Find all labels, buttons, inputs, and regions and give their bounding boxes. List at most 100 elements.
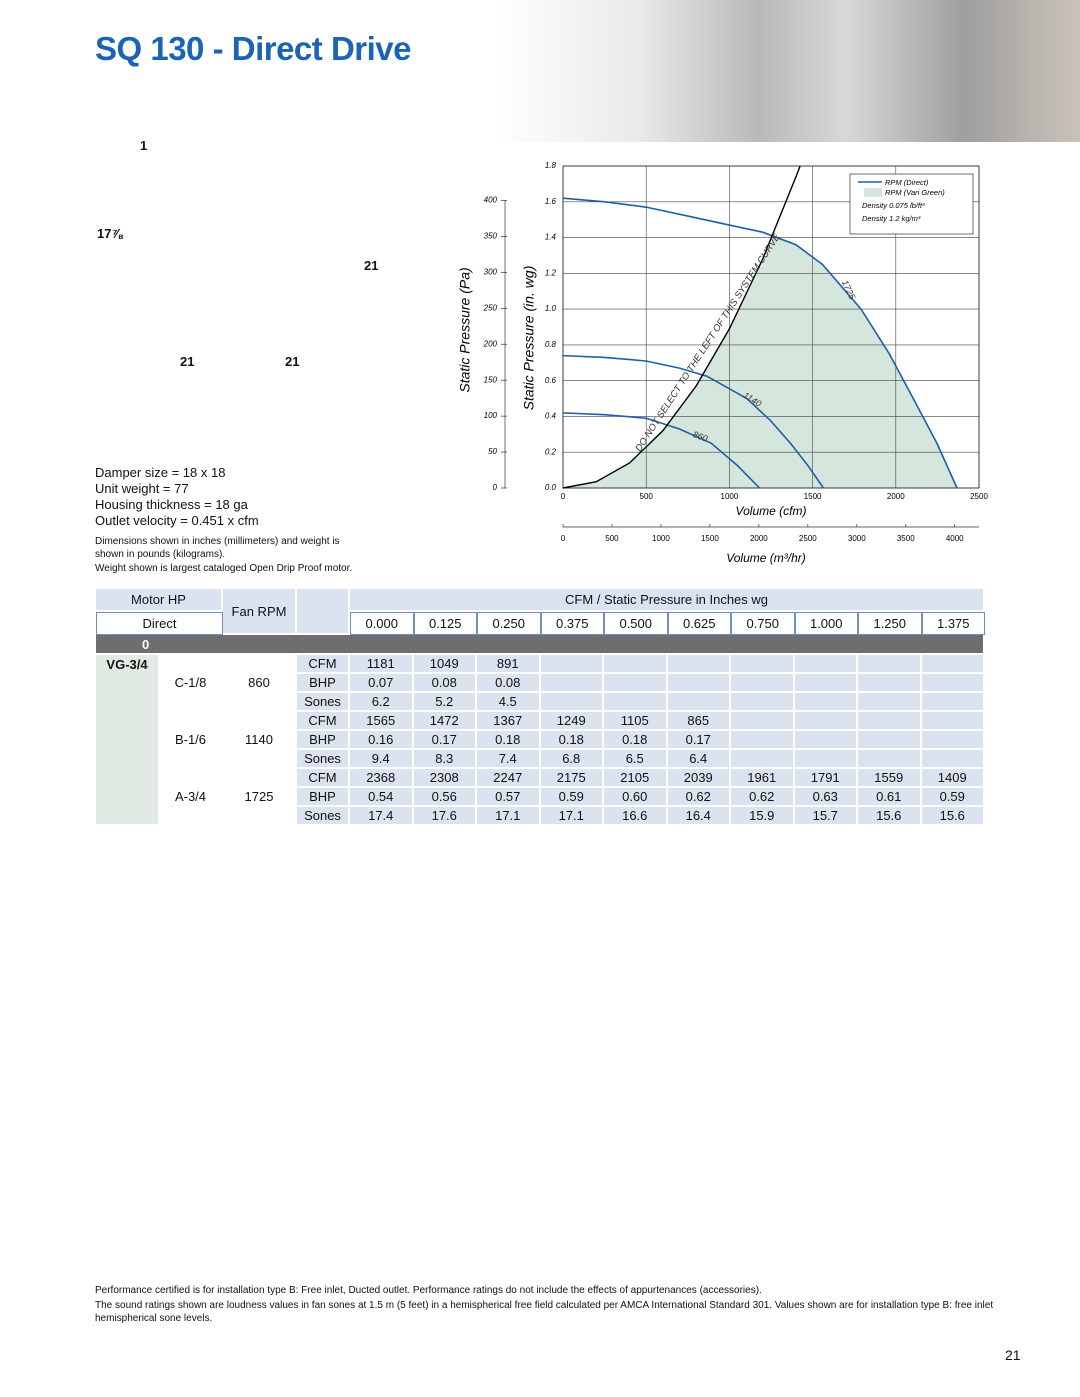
value-cell: 8.3 <box>413 750 477 769</box>
y-tick-label: 1.4 <box>545 233 557 242</box>
value-cell: 17.1 <box>477 807 541 826</box>
motor-cell: VG-3/4 <box>96 655 160 826</box>
y-tick-label: 0.2 <box>545 447 557 456</box>
value-cell: 16.6 <box>604 807 668 826</box>
pressure-header: 1.375 <box>921 612 986 635</box>
value-cell: 0.16 <box>350 731 414 750</box>
value-cell: 17.1 <box>540 807 604 826</box>
y2-tick-label: 0 <box>493 483 498 492</box>
value-cell: 6.2 <box>350 693 414 712</box>
y-tick-label: 0.4 <box>545 412 557 421</box>
value-cell <box>540 693 604 712</box>
value-cell: 1105 <box>604 712 668 731</box>
value-cell <box>667 655 731 674</box>
footnote: The sound ratings shown are loudness val… <box>95 1300 994 1324</box>
value-cell: 0.61 <box>858 788 922 807</box>
x2-tick-label: 2500 <box>799 534 817 543</box>
value-cell: 1472 <box>413 712 477 731</box>
selection-area <box>563 198 958 488</box>
curve <box>562 197 958 489</box>
value-cell: 1181 <box>350 655 414 674</box>
y2-tick-label: 50 <box>488 447 497 456</box>
x-tick-label: 500 <box>640 492 654 501</box>
curve <box>562 354 825 489</box>
value-cell: 0.60 <box>604 788 668 807</box>
x-tick-label: 1500 <box>804 492 822 501</box>
pressure-header: 0.000 <box>350 612 414 635</box>
row-label: BHP <box>297 731 350 750</box>
spec: Outlet velocity = 0.451 x cfm <box>95 513 259 528</box>
y2-tick-label: 250 <box>483 303 498 312</box>
value-cell: 2175 <box>540 769 604 788</box>
table-row: VG-3/4 C-1/8 860 CFM 1181 1049 891 <box>96 655 986 826</box>
value-cell: 0.18 <box>477 731 541 750</box>
dimension-label: 21 <box>285 354 300 369</box>
x-tick-label: 1000 <box>721 492 739 501</box>
row-label: CFM <box>297 712 350 731</box>
table-row: 0 <box>96 635 986 655</box>
legend-box <box>849 173 974 235</box>
value-cell: 16.4 <box>667 807 731 826</box>
value-cell: 0.17 <box>413 731 477 750</box>
value-cell: 0.57 <box>477 788 541 807</box>
pressure-header: 1.000 <box>794 612 858 635</box>
legend-label: RPM (Vari Green) <box>885 188 945 197</box>
value-cell: 1961 <box>731 769 795 788</box>
table-row: BHP 0.54 0.56 0.57 0.59 0.60 0.62 0.62 0.63 0.61 0… <box>96 788 986 807</box>
value-cell: 0.18 <box>540 731 604 750</box>
value-cell: 0.18 <box>604 731 668 750</box>
note: Dimensions shown in inches (millimeters)… <box>95 536 340 547</box>
legend-note: Density 1.2 kg/m³ <box>862 214 921 223</box>
value-cell: 1791 <box>794 769 858 788</box>
page-title: SQ 130 - Direct Drive <box>95 30 412 67</box>
value-cell: 1559 <box>858 769 922 788</box>
spec: Unit weight = 77 <box>95 481 189 496</box>
value-cell: 6.5 <box>604 750 668 769</box>
value-cell <box>604 693 668 712</box>
pressure-header: 1.250 <box>858 612 922 635</box>
y2-tick-label: 100 <box>484 411 498 420</box>
value-cell: 2105 <box>604 769 668 788</box>
y-tick-label: 1.6 <box>545 197 557 206</box>
hp-cell: A-3/4 <box>160 769 223 826</box>
value-cell: 0.54 <box>350 788 414 807</box>
value-cell: 0.59 <box>540 788 604 807</box>
pressure-header: 0.625 <box>667 612 731 635</box>
y-tick-label: 0.8 <box>545 340 557 349</box>
value-cell <box>921 674 986 693</box>
value-cell <box>921 655 986 674</box>
row-label: BHP <box>297 788 350 807</box>
x-axis-label: Volume (cfm) <box>736 504 807 518</box>
value-cell <box>921 750 986 769</box>
rpm-cell: 1140 <box>223 712 297 769</box>
spec: Damper size = 18 x 18 <box>95 465 226 480</box>
note: Weight shown is largest cataloged Open D… <box>95 563 353 574</box>
value-cell <box>667 693 731 712</box>
value-cell: 1565 <box>350 712 414 731</box>
value-cell: 0.56 <box>413 788 477 807</box>
legend-note: Density 0.075 lb/ft³ <box>862 201 925 210</box>
value-cell: 1409 <box>921 769 986 788</box>
note: shown in pounds (kilograms). <box>95 549 226 560</box>
x2-tick-label: 0 <box>561 534 566 543</box>
value-cell <box>731 731 795 750</box>
value-cell <box>794 674 858 693</box>
curve-label: 860 <box>691 429 709 444</box>
row-label: BHP <box>297 674 350 693</box>
header-photo <box>495 0 1080 142</box>
value-cell <box>794 750 858 769</box>
value-cell: 0.08 <box>413 674 477 693</box>
value-cell: 0.08 <box>477 674 541 693</box>
performance-table: Motor HP Fan RPM CFM / Static Pressure in … <box>96 589 986 826</box>
header-cell: CFM / Static Pressure in Inches wg <box>350 589 986 612</box>
rpm-cell: 1725 <box>223 769 297 826</box>
value-cell: 0.63 <box>794 788 858 807</box>
value-cell: 0.62 <box>731 788 795 807</box>
value-cell: 1367 <box>477 712 541 731</box>
value-cell <box>731 750 795 769</box>
value-cell: 6.8 <box>540 750 604 769</box>
curve <box>562 165 801 489</box>
curve <box>562 412 761 489</box>
y-tick-label: 1.8 <box>545 161 557 170</box>
row-label: Sones <box>297 693 350 712</box>
